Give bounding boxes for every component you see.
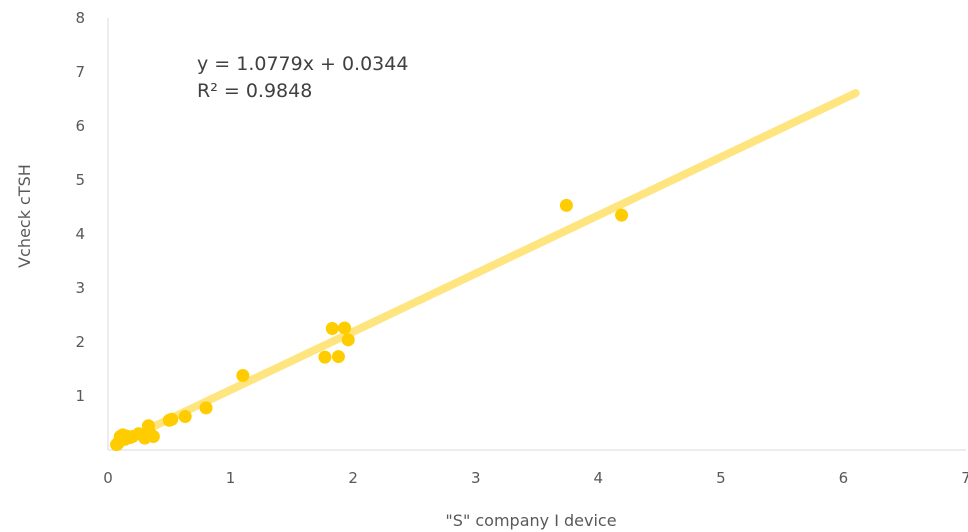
data-point [199, 401, 213, 415]
data-point [615, 208, 629, 222]
data-point [178, 410, 192, 424]
y-axis-title: Vcheck cTSH [15, 164, 34, 268]
x-tick-label: 1 [226, 469, 236, 487]
plot-area: 0 1 2 3 4 5 6 7 1 2 3 4 5 6 7 8 [75, 9, 968, 487]
data-point [331, 350, 345, 364]
y-tick-label: 3 [75, 279, 85, 297]
data-point [318, 350, 332, 364]
x-tick-label: 0 [103, 469, 113, 487]
data-point [338, 321, 352, 335]
x-axis-title: "S" company I device [445, 511, 616, 530]
label-layer: y = 1.0779x + 0.0344 R² = 0.9848 "S" com… [15, 53, 617, 530]
y-tick-label: 7 [75, 63, 85, 81]
x-tick-label: 7 [961, 469, 968, 487]
data-point [165, 412, 179, 426]
y-tick-label: 8 [75, 9, 85, 27]
data-point [559, 198, 573, 212]
x-tick-label: 6 [839, 469, 849, 487]
y-tick-label: 2 [75, 333, 85, 351]
x-tick-label: 5 [716, 469, 726, 487]
trendline-r-squared: R² = 0.9848 [197, 80, 312, 102]
trendline [112, 89, 860, 449]
data-point [325, 322, 339, 335]
x-tick-label: 4 [594, 469, 604, 487]
data-point [236, 368, 250, 382]
y-tick-label: 4 [75, 225, 85, 243]
x-tick-label: 3 [471, 469, 481, 487]
trendline-equation: y = 1.0779x + 0.0344 [197, 53, 408, 75]
y-tick-label: 5 [75, 171, 85, 189]
data-point [146, 430, 160, 443]
y-tick-label: 6 [75, 117, 85, 135]
x-tick-label: 2 [348, 469, 358, 487]
data-point [341, 333, 355, 347]
y-tick-label: 1 [75, 387, 85, 405]
